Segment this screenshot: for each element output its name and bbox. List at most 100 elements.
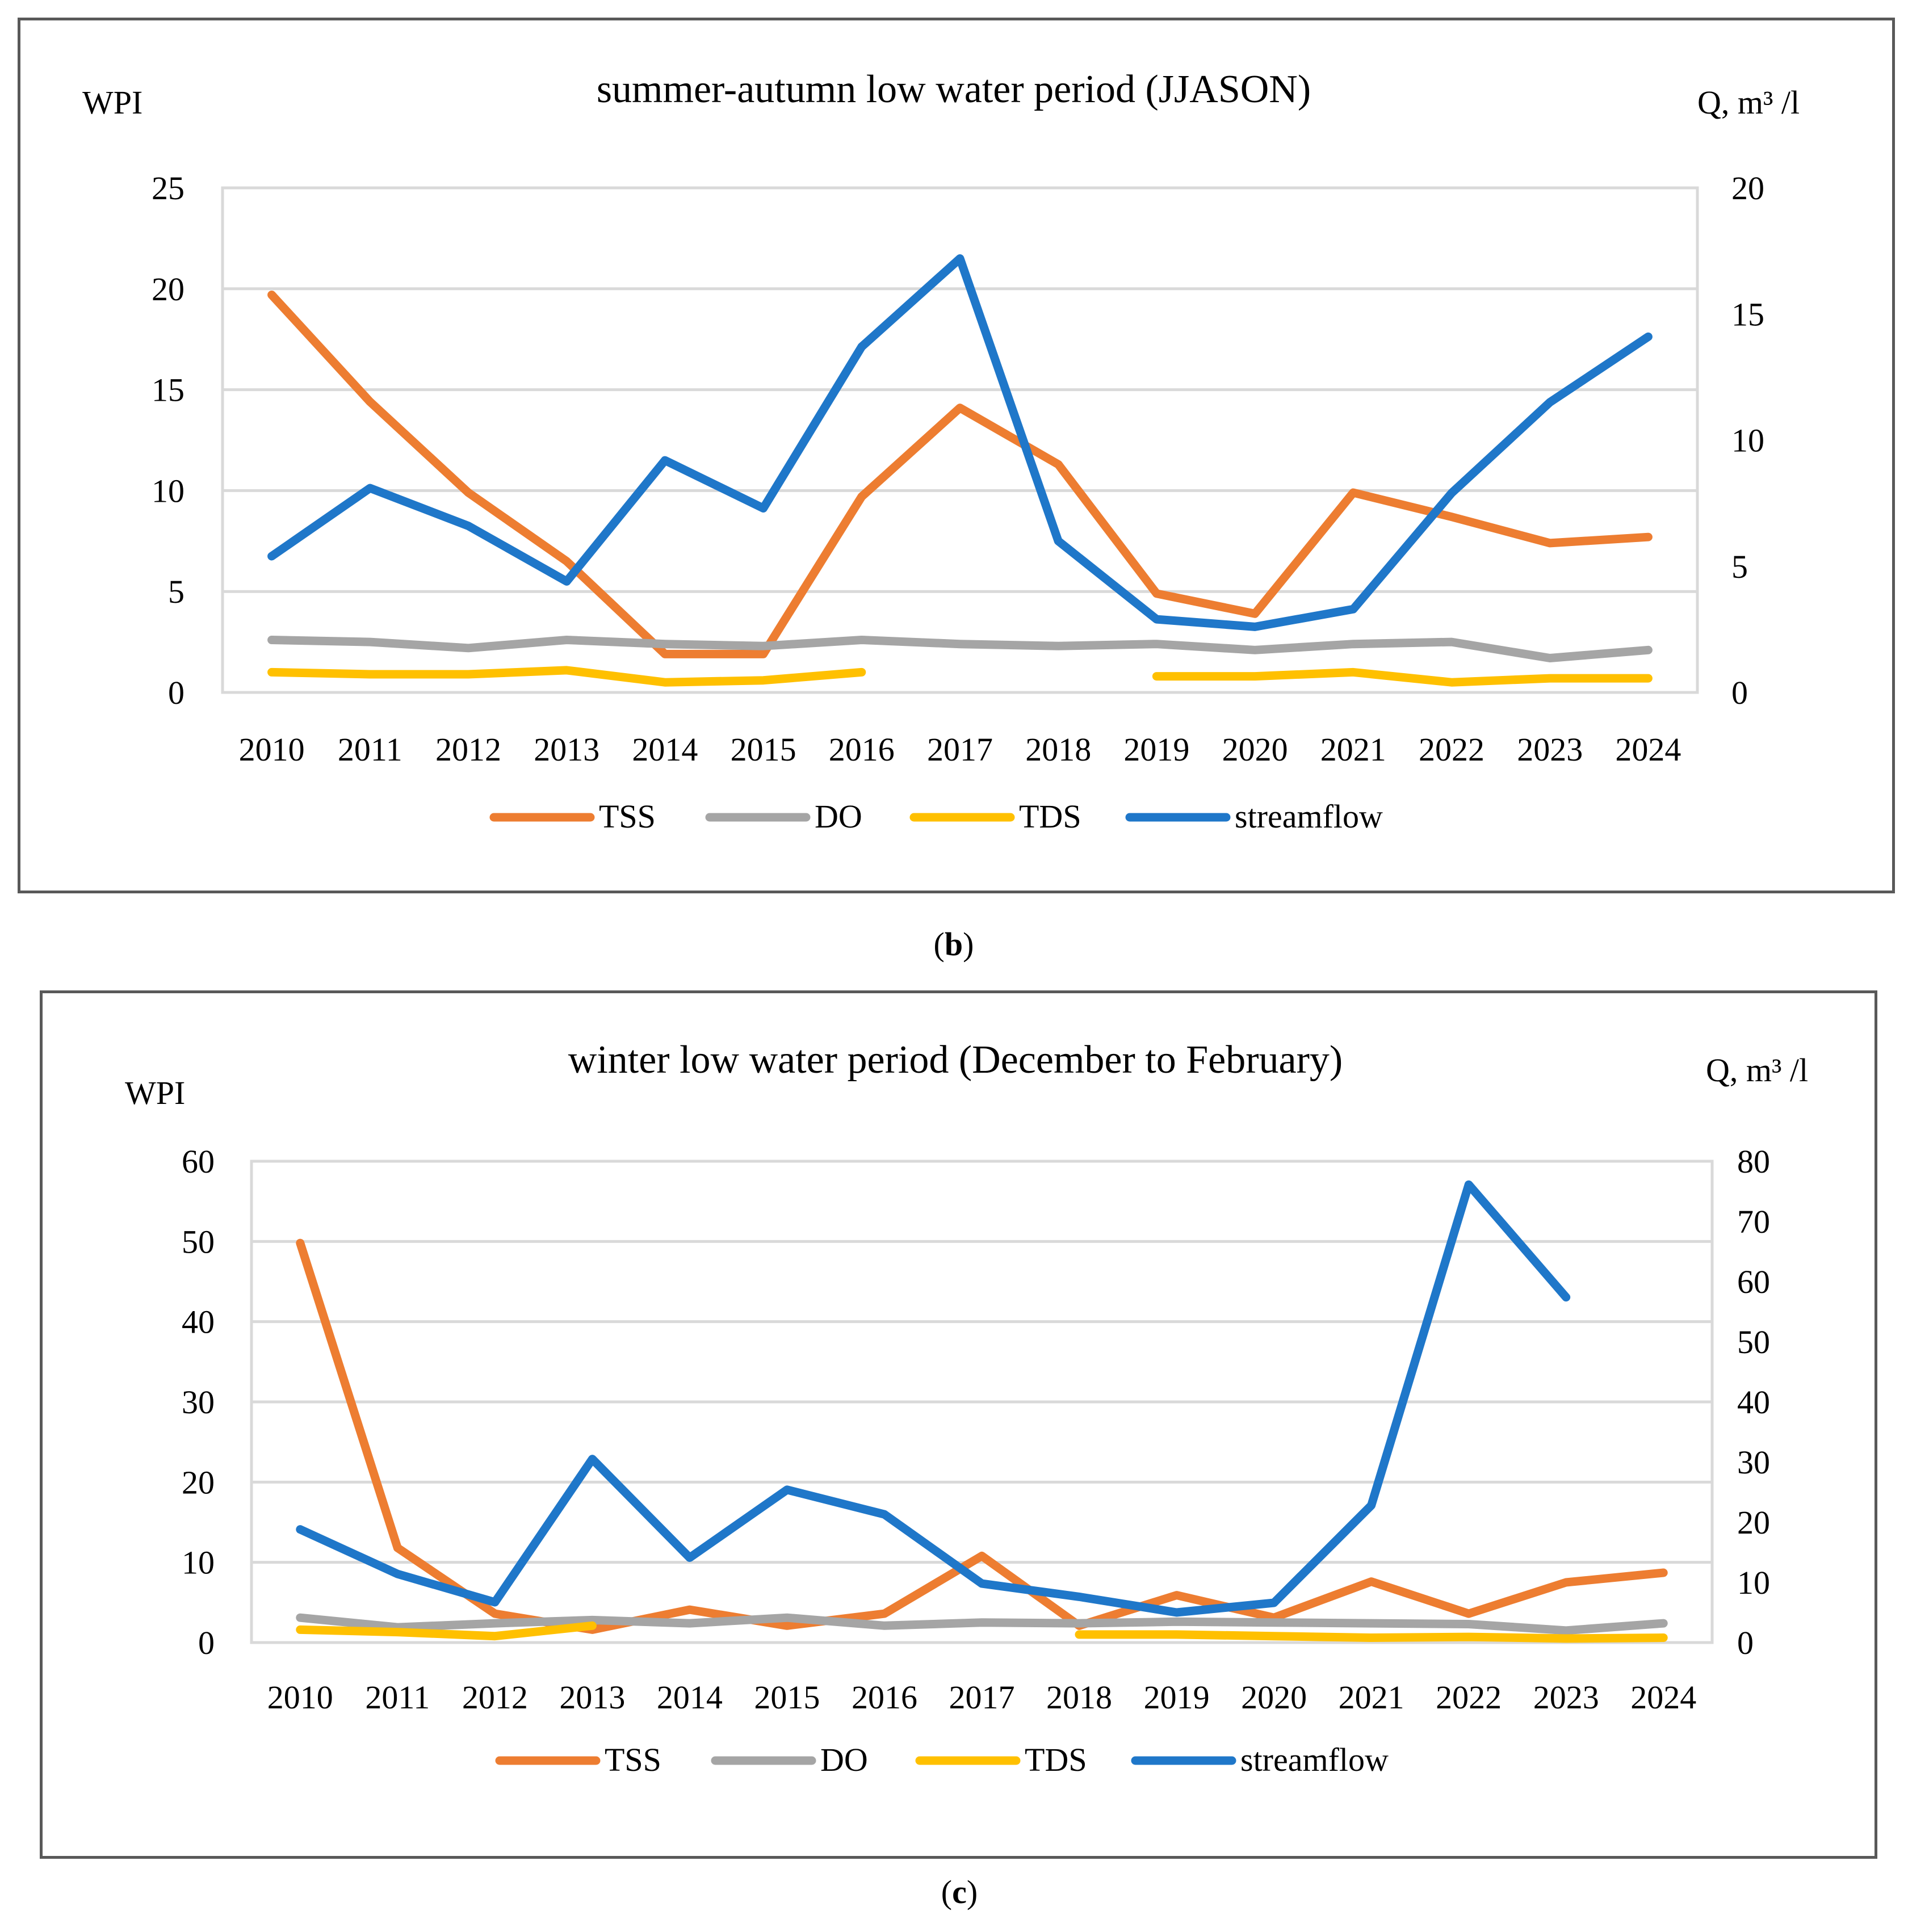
- series-segment: [267, 636, 1653, 662]
- y-tick-label-left: 5: [168, 573, 184, 610]
- y-tick-label-right: 20: [1731, 170, 1764, 207]
- legend: TSS DO TDS streamflow: [495, 1741, 1389, 1778]
- y-tick-label-right: 15: [1731, 296, 1764, 333]
- y-tick-label-left: 15: [152, 372, 184, 409]
- gridlines: [251, 1160, 1712, 1644]
- chart-panel-c-frame: [40, 990, 1877, 1859]
- y-axis-label-right: Q, m³ /l: [1697, 84, 1800, 121]
- x-tick-label: 2012: [462, 1679, 528, 1716]
- legend-label-streamflow: streamflow: [1235, 798, 1383, 835]
- x-tick-label: 2023: [1533, 1679, 1599, 1716]
- caption-c: (c): [903, 1873, 1016, 1911]
- plot-area-border: [250, 1160, 1714, 1644]
- y-tick-label-left: 50: [182, 1223, 215, 1260]
- caption-b-close: ): [963, 926, 974, 963]
- legend-label-TDS: TDS: [1025, 1741, 1087, 1778]
- x-tick-label: 2024: [1630, 1679, 1696, 1716]
- x-tick-label: 2019: [1144, 1679, 1210, 1716]
- series-streamflow-line: [267, 254, 1653, 631]
- y-tick-label-left: 10: [152, 472, 184, 509]
- x-tick-label: 2021: [1320, 731, 1386, 768]
- x-tick-label: 2014: [657, 1679, 723, 1716]
- caption-b: (b): [897, 925, 1010, 963]
- legend: TSS DO TDS streamflow: [489, 798, 1383, 835]
- series-segment: [1152, 667, 1653, 687]
- y-tick-label-right: 0: [1737, 1624, 1754, 1661]
- x-tick-label: 2011: [338, 731, 402, 768]
- legend-label-TSS: TSS: [605, 1741, 661, 1778]
- series-DO-line: [267, 636, 1653, 662]
- legend-label-DO: DO: [820, 1741, 868, 1778]
- legend-label-TDS: TDS: [1019, 798, 1081, 835]
- y-tick-label-right: 80: [1737, 1143, 1770, 1180]
- x-tick-label: 2019: [1123, 731, 1189, 768]
- x-tick-label: 2011: [365, 1679, 430, 1716]
- y-axis-label-left: WPI: [82, 84, 142, 121]
- y-tick-label-left: 0: [198, 1624, 215, 1661]
- x-tick-label: 2021: [1339, 1679, 1404, 1716]
- series-segment: [296, 1238, 1668, 1634]
- chart-title: winter low water period (December to Feb…: [568, 1038, 1343, 1082]
- x-tick-label: 2010: [267, 1679, 333, 1716]
- y-tick-label-left: 30: [182, 1384, 215, 1421]
- y-tick-label-left: 20: [182, 1464, 215, 1501]
- series-segment: [1075, 1630, 1668, 1643]
- caption-c-letter: c: [952, 1874, 967, 1910]
- x-tick-label: 2017: [949, 1679, 1015, 1716]
- y-tick-label-left: 10: [182, 1544, 215, 1581]
- x-tick-label: 2015: [731, 731, 796, 768]
- y-tick-label-right: 30: [1737, 1444, 1770, 1481]
- x-tick-label: 2010: [239, 731, 305, 768]
- caption-c-open: (: [941, 1874, 953, 1910]
- chart-title: summer-autumn low water period (JJASON): [597, 68, 1311, 111]
- y-tick-label-right: 5: [1731, 548, 1748, 585]
- y-axis-label-left: WPI: [125, 1074, 185, 1111]
- x-tick-label: 2023: [1517, 731, 1583, 768]
- x-tick-label: 2022: [1436, 1679, 1502, 1716]
- legend-label-DO: DO: [815, 798, 862, 835]
- series-segment: [296, 1621, 597, 1641]
- y-tick-label-right: 50: [1737, 1324, 1770, 1360]
- caption-b-open: (: [933, 926, 945, 963]
- series-segment: [296, 1613, 1668, 1635]
- y-axis-label-right: Q, m³ /l: [1706, 1052, 1808, 1089]
- x-tick-label: 2015: [754, 1679, 820, 1716]
- y-tick-label-right: 20: [1737, 1504, 1770, 1541]
- x-tick-label: 2022: [1419, 731, 1485, 768]
- y-tick-label-right: 0: [1731, 674, 1748, 711]
- y-tick-label-right: 10: [1731, 422, 1764, 459]
- series-TDS-line: [296, 1621, 1668, 1643]
- x-tick-label: 2020: [1241, 1679, 1307, 1716]
- series-segment: [267, 666, 866, 687]
- x-tick-label: 2013: [534, 731, 599, 768]
- series-TDS-line: [267, 666, 1653, 687]
- plot-area-border: [221, 186, 1699, 694]
- series-streamflow-line: [296, 1180, 1571, 1617]
- y-tick-label-left: 0: [168, 674, 184, 711]
- legend-label-streamflow: streamflow: [1240, 1741, 1389, 1778]
- caption-c-close: ): [966, 1874, 978, 1910]
- y-tick-label-left: 60: [182, 1143, 215, 1180]
- series-segment: [296, 1180, 1571, 1617]
- x-tick-label: 2018: [1025, 731, 1091, 768]
- x-tick-label: 2013: [559, 1679, 625, 1716]
- series-TSS-line: [296, 1238, 1668, 1634]
- series-segment: [267, 254, 1653, 631]
- series-TSS-line: [267, 291, 1653, 658]
- y-tick-label-right: 60: [1737, 1263, 1770, 1300]
- series-segment: [267, 291, 1653, 658]
- x-tick-label: 2024: [1615, 731, 1681, 768]
- caption-b-letter: b: [944, 926, 963, 963]
- x-tick-label: 2012: [435, 731, 501, 768]
- series-DO-line: [296, 1613, 1668, 1635]
- y-tick-label-right: 10: [1737, 1564, 1770, 1601]
- y-tick-label-left: 25: [152, 170, 184, 207]
- x-tick-label: 2016: [829, 731, 895, 768]
- x-tick-label: 2020: [1222, 731, 1288, 768]
- y-tick-label-right: 40: [1737, 1384, 1770, 1421]
- chart-panel-b-frame: [18, 18, 1895, 893]
- x-tick-label: 2016: [852, 1679, 917, 1716]
- x-tick-label: 2014: [632, 731, 698, 768]
